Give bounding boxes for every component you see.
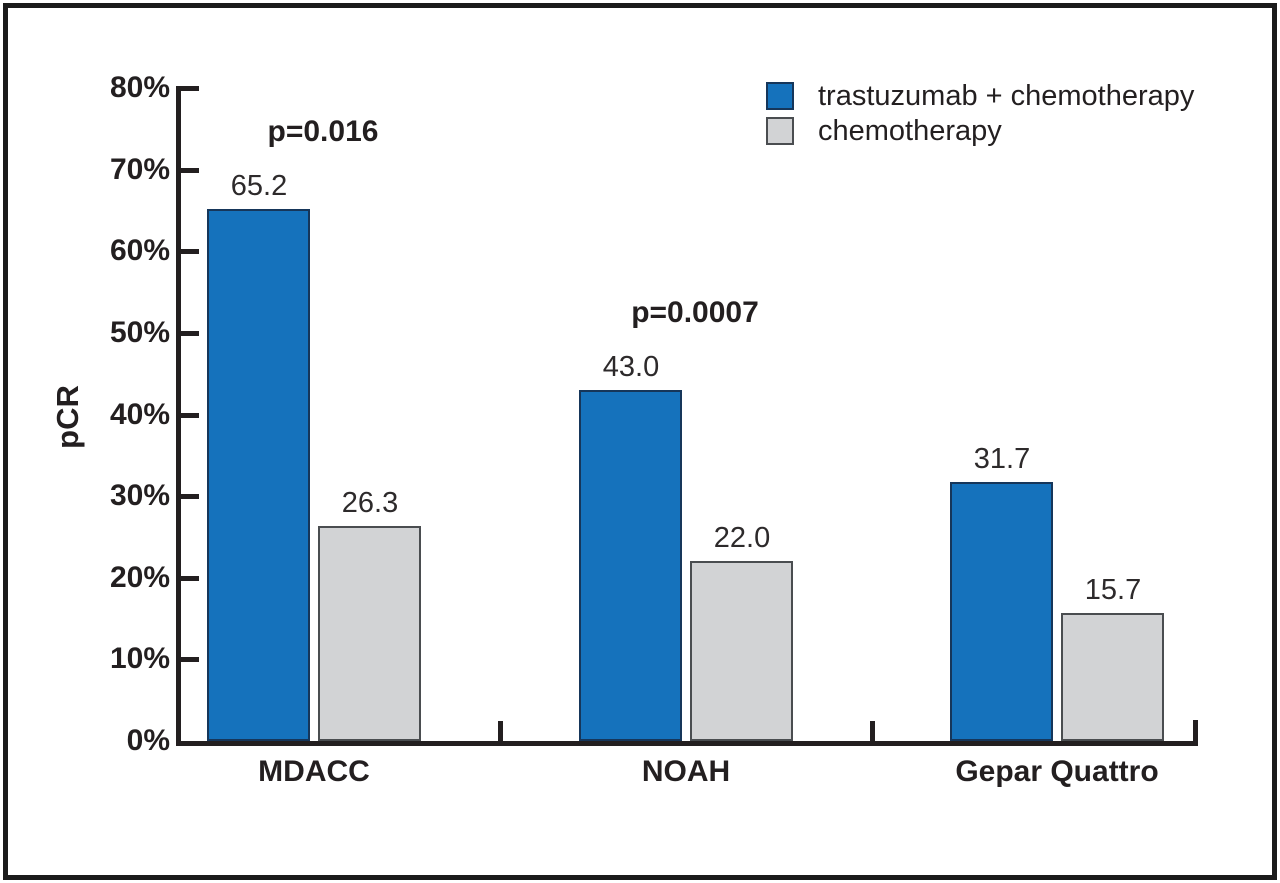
category-label: MDACC	[258, 755, 370, 788]
y-tick-label: 20%	[109, 561, 170, 594]
category-label: NOAH	[641, 755, 731, 788]
bar-gepar-quattro-series-1	[1061, 613, 1164, 741]
p-value-annotation: p=0.0007	[631, 296, 759, 329]
y-tick	[181, 249, 199, 254]
bar-mdacc-series-1	[318, 526, 421, 741]
legend-label: chemotherapy	[818, 114, 1002, 147]
legend-swatch-trastuzumab-chemotherapy	[766, 82, 794, 110]
bar-value-label: 26.3	[341, 487, 399, 519]
y-tick-label: 60%	[109, 234, 170, 267]
bar-value-label: 65.2	[230, 170, 288, 202]
x-axis-end-tick	[1193, 720, 1198, 746]
y-tick	[181, 86, 199, 91]
y-axis-line	[176, 86, 181, 746]
bar-noah-series-1	[690, 561, 793, 741]
bar-value-label: 22.0	[713, 522, 771, 554]
x-axis-line	[176, 741, 1198, 746]
bar-noah-series-0	[579, 390, 682, 741]
y-tick-label: 80%	[109, 71, 170, 104]
legend: trastuzumab + chemotherapy chemotherapy	[766, 79, 1195, 152]
bar-value-label: 31.7	[973, 443, 1031, 475]
y-tick-label: 70%	[109, 153, 170, 186]
legend-label: trastuzumab + chemotherapy	[818, 79, 1195, 112]
y-tick-label: 50%	[109, 316, 170, 349]
p-value-annotation: p=0.016	[267, 115, 379, 148]
x-axis-separator-tick	[870, 721, 875, 741]
legend-swatch-chemotherapy	[766, 117, 794, 145]
bar-gepar-quattro-series-0	[950, 482, 1053, 741]
y-tick	[181, 494, 199, 499]
category-label: Gepar Quattro	[955, 755, 1159, 788]
x-axis-separator-tick	[498, 721, 503, 741]
bar-value-label: 15.7	[1084, 574, 1142, 606]
y-tick-label: 40%	[109, 398, 170, 431]
y-tick-label: 0%	[126, 724, 170, 757]
y-tick	[181, 413, 199, 418]
legend-item: trastuzumab + chemotherapy	[766, 79, 1195, 112]
y-tick-label: 10%	[109, 642, 170, 675]
bar-value-label: 43.0	[602, 351, 660, 383]
legend-item: chemotherapy	[766, 114, 1194, 147]
y-tick-label: 30%	[109, 479, 170, 512]
y-tick	[181, 576, 199, 581]
y-tick	[181, 657, 199, 662]
bar-mdacc-series-0	[207, 209, 310, 741]
y-tick	[181, 331, 199, 336]
y-tick	[181, 168, 199, 173]
